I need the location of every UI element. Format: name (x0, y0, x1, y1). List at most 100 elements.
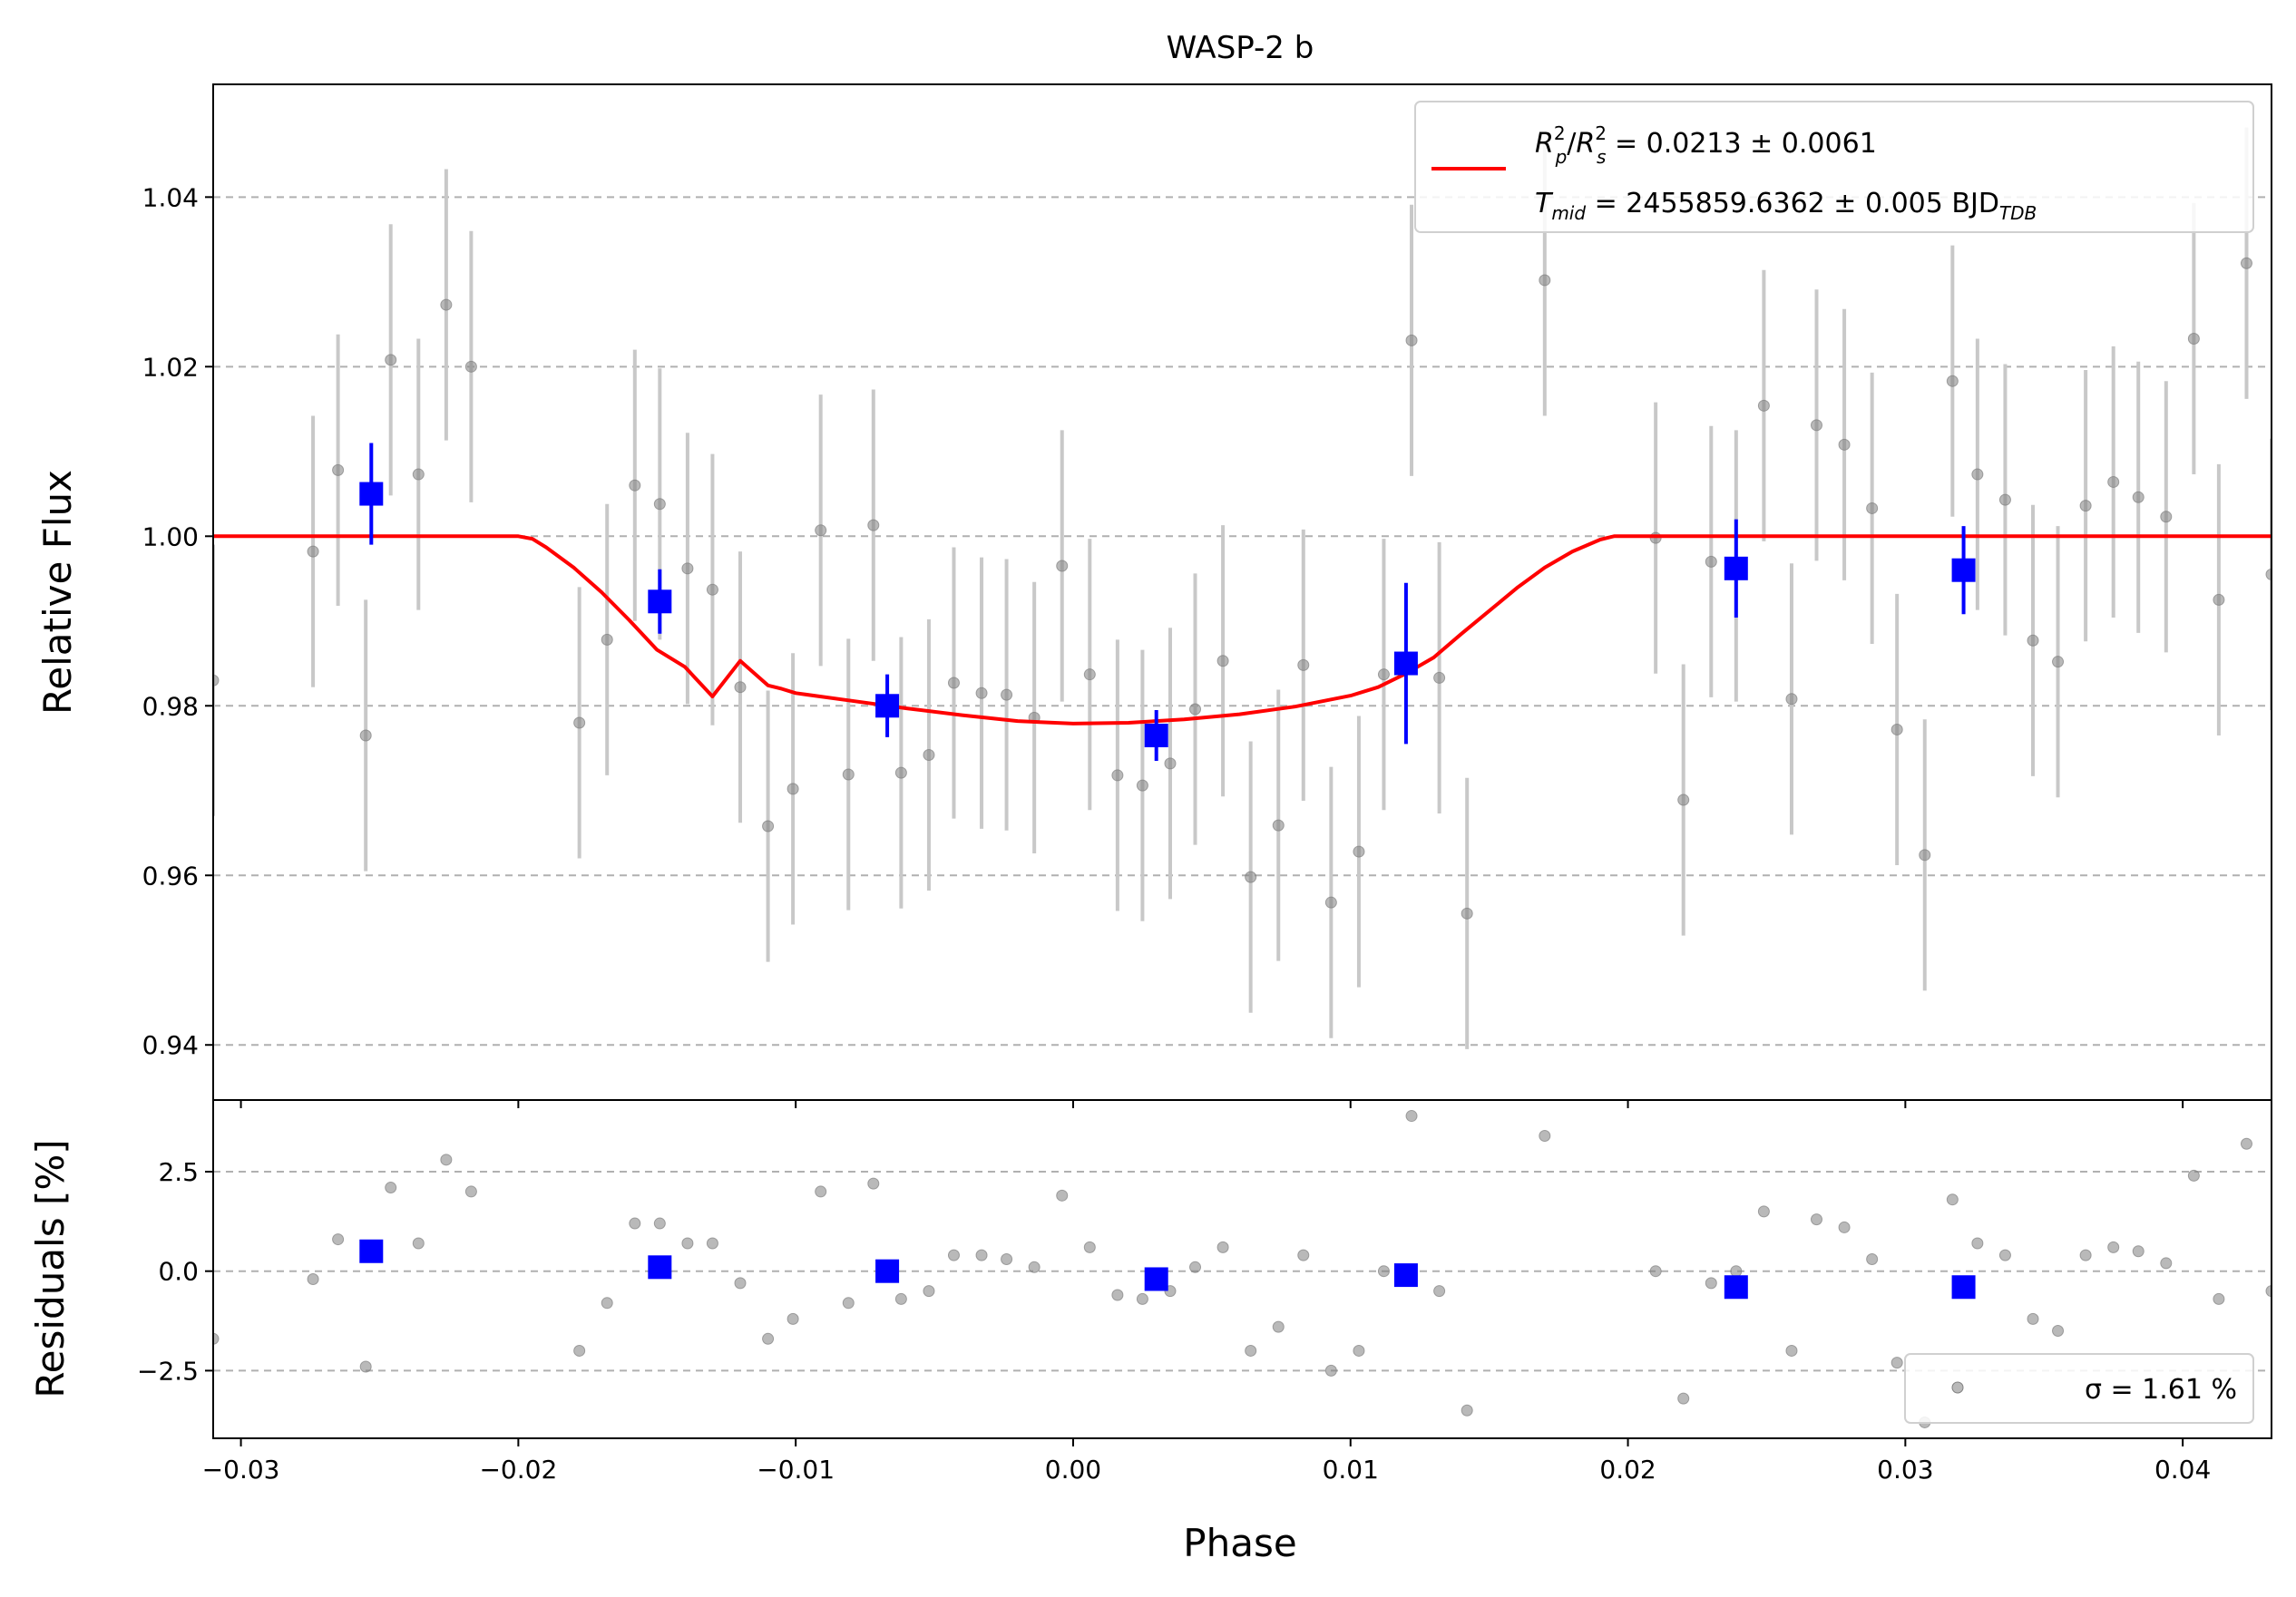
residual-point (1028, 1261, 1041, 1273)
residual-point (412, 1237, 425, 1250)
raw-data-point (2107, 475, 2120, 488)
raw-data-point (2265, 568, 2272, 580)
raw-data-point (734, 681, 747, 694)
raw-data-point (762, 820, 775, 833)
residual-point (1785, 1344, 1798, 1357)
model-legend-tmid: Tmid = 2455859.6362 ± 0.005 BJDTDB (1535, 188, 2037, 224)
raw-data-point (601, 633, 613, 646)
top-y-tick-label: 0.98 (142, 691, 199, 721)
raw-data-point (787, 783, 799, 795)
residual-point (706, 1237, 718, 1250)
raw-data-point (1757, 399, 1770, 412)
residual-point (2079, 1249, 2092, 1261)
binned-data-point (1724, 556, 1748, 580)
raw-data-point (464, 360, 477, 373)
residual-point (1083, 1241, 1096, 1253)
raw-data-point (1946, 375, 1959, 387)
raw-data-point (1001, 688, 1013, 701)
raw-data-point (1272, 819, 1285, 832)
residual-point (681, 1237, 694, 1250)
raw-data-point (1216, 655, 1229, 667)
residual-point (1297, 1249, 1310, 1261)
model-legend-box (1414, 101, 2254, 233)
x-tick-label: −0.03 (202, 1455, 280, 1485)
raw-data-point (2027, 634, 2039, 647)
x-tick-label: 0.02 (1599, 1455, 1656, 1485)
residual-point (1001, 1253, 1013, 1266)
top-y-tick-label: 0.96 (142, 861, 199, 891)
bottom-y-axis-label: Residuals [%] (28, 1139, 73, 1397)
residual-point (734, 1277, 747, 1290)
raw-data-point (1353, 845, 1365, 858)
x-tick-label: 0.00 (1045, 1455, 1101, 1485)
residual-point (1353, 1344, 1365, 1357)
residual-legend-marker (1951, 1381, 1964, 1394)
raw-data-point (213, 674, 220, 687)
raw-data-point (842, 768, 855, 781)
bottom-panel-plot-area (213, 1110, 2272, 1428)
residual-point (923, 1285, 935, 1298)
raw-data-point (1377, 668, 1390, 681)
raw-data-point (2160, 511, 2173, 523)
residual-point (2187, 1169, 2200, 1182)
x-tick-label: 0.03 (1877, 1455, 1933, 1485)
raw-data-point (1083, 668, 1096, 681)
raw-data-point (1136, 779, 1148, 792)
binned-data-point (648, 589, 672, 614)
residual-point (2132, 1245, 2145, 1258)
raw-data-point (1677, 794, 1690, 806)
residual-point (1056, 1189, 1069, 1202)
raw-data-point (573, 716, 586, 729)
binned-residual-point (359, 1239, 384, 1263)
residual-legend-sigma: σ = 1.61 % (2085, 1374, 2237, 1406)
raw-data-point (1056, 560, 1069, 572)
binned-data-point (359, 482, 384, 506)
residual-point (787, 1312, 799, 1325)
residual-point (1946, 1193, 1959, 1206)
binned-residual-point (1724, 1275, 1748, 1300)
bottom-y-ticks: −2.5 0.0 2.5 (137, 1157, 213, 1386)
residual-point (1405, 1110, 1418, 1123)
residual-point (1705, 1277, 1717, 1290)
binned-residual-point (1393, 1263, 1418, 1288)
residual-point (213, 1332, 220, 1345)
residual-point (1891, 1357, 1903, 1369)
raw-data-point (1539, 274, 1551, 287)
raw-data-point (923, 748, 935, 761)
residual-point (1433, 1285, 1446, 1298)
residual-point (1649, 1265, 1662, 1278)
residual-point (1461, 1404, 1473, 1417)
raw-data-point (894, 766, 907, 779)
residual-point (1971, 1237, 1984, 1250)
raw-data-point (1810, 419, 1822, 432)
x-tick-label: −0.02 (479, 1455, 557, 1485)
x-tick-label: 0.04 (2154, 1455, 2211, 1485)
raw-data-point (1297, 658, 1310, 671)
raw-data-point (2213, 593, 2225, 606)
raw-data-point (975, 687, 988, 699)
residual-point (1539, 1129, 1551, 1142)
top-y-tick-label: 1.02 (142, 352, 199, 382)
residual-point (573, 1344, 586, 1357)
residual-point (1998, 1249, 2011, 1261)
raw-data-point (1324, 896, 1337, 909)
residual-point (307, 1272, 319, 1285)
residual-point (653, 1217, 666, 1230)
raw-data-point (1838, 438, 1851, 451)
raw-data-point (867, 519, 880, 531)
residual-point (947, 1249, 960, 1261)
raw-data-point (629, 479, 641, 492)
raw-data-point (1919, 849, 1931, 862)
raw-data-point (359, 729, 372, 742)
raw-data-point (1189, 703, 1202, 716)
raw-data-point (815, 524, 827, 537)
top-y-tick-label: 1.04 (142, 182, 199, 212)
residual-point (1324, 1364, 1337, 1377)
residual-point (867, 1177, 880, 1190)
binned-data-point (1144, 723, 1168, 747)
residual-point (1111, 1289, 1124, 1301)
raw-data-point (2240, 257, 2252, 269)
residual-point (332, 1233, 345, 1246)
binned-residual-point (875, 1259, 900, 1283)
top-y-axis-label: Relative Flux (35, 470, 80, 715)
